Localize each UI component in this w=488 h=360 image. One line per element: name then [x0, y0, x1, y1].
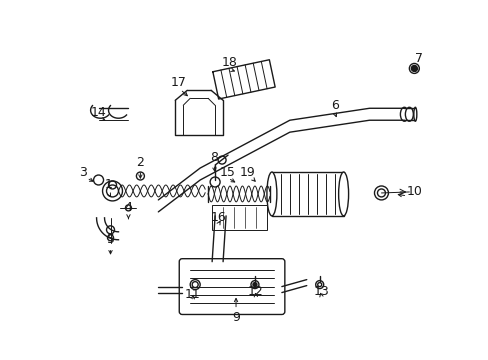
- Ellipse shape: [413, 107, 416, 121]
- Text: 1: 1: [104, 179, 112, 192]
- Ellipse shape: [338, 172, 348, 216]
- Circle shape: [252, 283, 256, 287]
- Text: 13: 13: [313, 285, 329, 298]
- Ellipse shape: [400, 107, 407, 121]
- Bar: [212, 205, 266, 230]
- Ellipse shape: [266, 172, 276, 216]
- Text: 8: 8: [210, 150, 218, 163]
- Text: 4: 4: [124, 201, 132, 215]
- Text: 6: 6: [330, 99, 338, 112]
- Text: 11: 11: [184, 288, 200, 301]
- Text: 15: 15: [220, 166, 236, 179]
- FancyBboxPatch shape: [179, 259, 285, 315]
- Circle shape: [410, 66, 416, 71]
- Ellipse shape: [405, 107, 412, 121]
- Text: 3: 3: [79, 166, 86, 179]
- Text: 10: 10: [406, 185, 422, 198]
- Text: 19: 19: [240, 166, 255, 179]
- Text: 9: 9: [232, 311, 240, 324]
- Text: 14: 14: [90, 106, 106, 119]
- Text: 2: 2: [136, 156, 144, 168]
- Text: 16: 16: [210, 211, 225, 224]
- Text: 7: 7: [414, 52, 423, 65]
- Text: 12: 12: [247, 285, 264, 298]
- Text: 17: 17: [170, 76, 186, 89]
- Text: 18: 18: [222, 56, 238, 69]
- Bar: [271, 172, 343, 216]
- Text: 5: 5: [106, 233, 114, 246]
